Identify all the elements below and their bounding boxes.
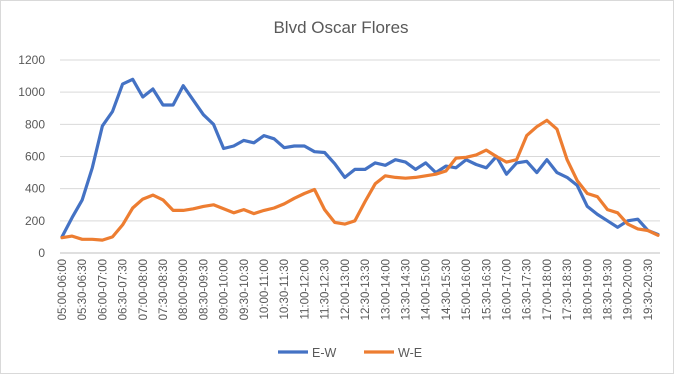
x-tick-label: 11:30-12:30 — [320, 259, 332, 320]
y-tick-label: 0 — [38, 246, 45, 260]
x-tick-label: 06:00-07:00 — [97, 259, 109, 320]
x-tick-label: 16:30-17:30 — [522, 259, 534, 320]
x-tick-label: 07:30-08:30 — [158, 259, 170, 320]
x-tick-label: 16:00-17:00 — [501, 259, 513, 320]
x-tick-label: 15:30-16:30 — [481, 259, 493, 320]
y-tick-label: 400 — [25, 182, 45, 196]
x-tick-label: 06:30-07:30 — [118, 259, 130, 320]
x-tick-label: 19:00-20:00 — [623, 259, 635, 320]
legend: E-W W-E — [278, 346, 422, 360]
x-tick-label: 05:30-06:30 — [77, 259, 89, 320]
y-tick-label: 1000 — [18, 85, 45, 99]
x-tick-label: 13:00-14:00 — [380, 259, 392, 320]
x-tick-label: 08:00-09:00 — [178, 259, 190, 320]
legend-label: E-W — [312, 346, 337, 360]
x-tick-label: 09:30-10:30 — [239, 259, 251, 320]
x-tick-label: 19:30-20:30 — [643, 259, 655, 320]
x-tick-label: 14:30-15:30 — [441, 259, 453, 320]
y-axis-tick-labels: 0 200 400 600 800 1000 1200 — [18, 53, 45, 260]
x-tick-label: 14:00-15:00 — [421, 259, 433, 320]
x-tick-label: 08:30-09:30 — [198, 259, 210, 320]
x-tick-label: 18:00-19:00 — [582, 259, 594, 320]
x-axis-tick-labels: 05:00-06:00 05:30-06:30 06:00-07:00 06:30-0… — [57, 259, 655, 320]
x-tick-label: 10:30-11:30 — [279, 259, 291, 320]
x-tick-label: 05:00-06:00 — [57, 259, 69, 320]
y-tick-label: 800 — [25, 117, 45, 131]
x-tick-label: 17:30-18:30 — [562, 259, 574, 320]
chart-title: Blvd Oscar Flores — [273, 18, 408, 37]
x-tick-label: 18:30-19:30 — [602, 259, 614, 320]
x-tick-label: 07:00-08:00 — [138, 259, 150, 320]
x-tick-label: 11:00-12:00 — [299, 259, 311, 320]
legend-label: W-E — [398, 346, 422, 360]
x-tick-label: 12:00-13:00 — [340, 259, 352, 320]
series-line-e-w — [60, 77, 660, 239]
x-tick-label: 12:30-13:30 — [360, 259, 372, 320]
x-tick-label: 15:00-16:00 — [461, 259, 473, 320]
grid-lines — [60, 59, 660, 254]
x-tick-label: 13:30-14:30 — [400, 259, 412, 320]
x-tick-label: 09:00-10:00 — [219, 259, 231, 320]
series-lines — [60, 77, 660, 242]
x-tick-label: 17:00-18:00 — [542, 259, 554, 320]
y-tick-label: 1200 — [18, 53, 45, 67]
y-tick-label: 600 — [25, 150, 45, 164]
x-tick-label: 10:00-11:00 — [259, 259, 271, 320]
series-line-w-e — [60, 118, 660, 242]
y-tick-label: 200 — [25, 214, 45, 228]
